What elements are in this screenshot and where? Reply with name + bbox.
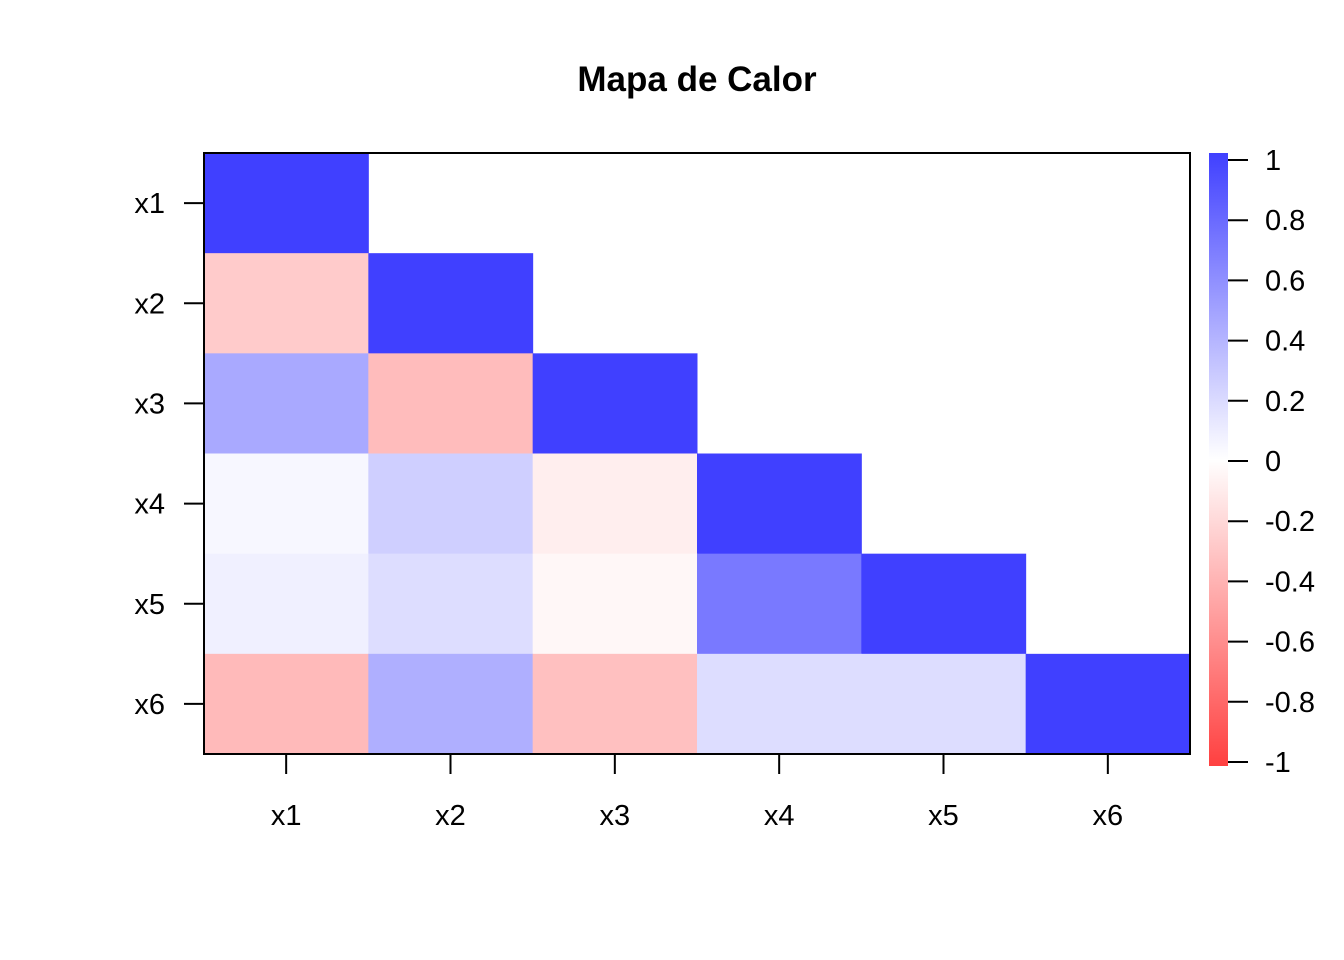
heatmap-cell (861, 553, 1027, 655)
heatmap-cell (204, 353, 369, 454)
y-tick-label: x6 (134, 689, 165, 721)
x-axis: x1 x2 x3 x4 x5 x6 (271, 754, 1123, 832)
x-tick-label: x5 (928, 800, 959, 832)
x-tick-label: x4 (764, 800, 795, 832)
x-tick-label: x6 (1093, 800, 1124, 832)
y-tick-label: x3 (134, 388, 165, 420)
y-tick-label: x4 (134, 489, 165, 521)
y-tick-label: x5 (134, 589, 165, 621)
legend-tick-label: -0.4 (1265, 566, 1315, 598)
y-tick-label: x1 (134, 188, 165, 220)
heatmap-cell (204, 653, 369, 755)
heatmap-cell (368, 253, 534, 354)
y-tick-label: x2 (134, 288, 165, 320)
heatmap-cell (1025, 653, 1191, 755)
heatmap-cell (204, 153, 369, 254)
x-tick-label: x1 (271, 800, 302, 832)
heatmap-cell (861, 653, 1027, 755)
legend-color-bar (1209, 153, 1228, 766)
heatmap-cell (204, 453, 369, 555)
legend-tick-label: 1 (1265, 145, 1281, 177)
plot-frame (203, 152, 1191, 755)
heatmap-cell (204, 253, 369, 354)
y-axis: x1 x2 x3 x4 x5 x6 (134, 188, 204, 721)
heatmap-cell (368, 353, 534, 454)
heatmap-cell (532, 653, 698, 755)
heatmap-cell (532, 553, 698, 655)
legend-tick-label: 0.2 (1265, 386, 1305, 418)
legend-tick-label: -1 (1265, 747, 1291, 779)
heatmap-cell (697, 453, 862, 555)
heatmap-cell (697, 553, 862, 655)
legend-tick-label: -0.2 (1265, 506, 1315, 538)
heatmap-cell (697, 653, 862, 755)
chart-title: Mapa de Calor (577, 60, 817, 99)
legend-tick-label: -0.6 (1265, 627, 1315, 659)
legend-tick-label: 0.6 (1265, 265, 1305, 297)
color-legend: -1 -0.8 -0.6 -0.4 -0.2 0 0.2 0.4 0.6 0.8 1 (1209, 145, 1315, 779)
heatmap-cell (532, 353, 698, 454)
legend-tick-label: 0.4 (1265, 326, 1305, 358)
heatmap-cell (368, 453, 534, 555)
heatmap-cell (204, 553, 369, 655)
x-tick-label: x3 (600, 800, 631, 832)
heatmap-cell (532, 453, 698, 555)
x-tick-label: x2 (435, 800, 466, 832)
legend-tick-label: 0.8 (1265, 205, 1305, 237)
heatmap-cell (368, 553, 534, 655)
heatmap-cells (204, 153, 1191, 755)
heatmap-cell (368, 653, 534, 755)
legend-tick-label: 0 (1265, 446, 1281, 478)
legend-tick-label: -0.8 (1265, 687, 1315, 719)
